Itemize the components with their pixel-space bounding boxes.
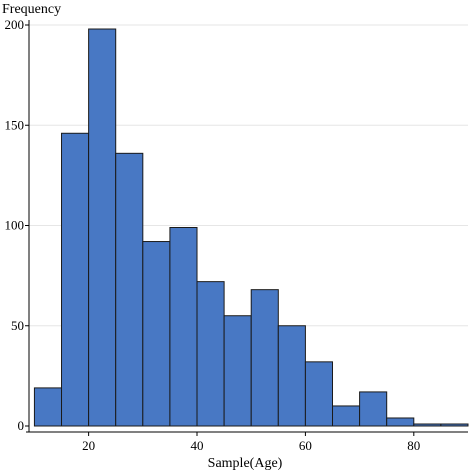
histogram-bar — [359, 391, 388, 427]
y-axis-label: Frequency — [2, 2, 61, 17]
bars — [33, 28, 469, 427]
x-tick-label: 80 — [407, 438, 420, 453]
y-tick-label: 0 — [18, 418, 25, 433]
histogram-bar — [88, 28, 117, 427]
histogram-bar — [223, 315, 252, 427]
histogram-bar — [61, 132, 90, 427]
histogram-bar — [277, 325, 306, 427]
y-tick-label: 100 — [5, 218, 25, 233]
histogram-bar — [413, 423, 442, 427]
histogram-bar — [304, 361, 334, 427]
x-tick-label: 20 — [82, 438, 95, 453]
x-tick-label: 60 — [299, 438, 312, 453]
histogram-bar — [196, 281, 225, 427]
histogram-bar — [169, 227, 198, 427]
histogram-bar — [115, 152, 144, 427]
x-ticks: 20 40 60 80 — [82, 432, 420, 453]
y-tick-label: 50 — [11, 318, 24, 333]
histogram-bar — [440, 423, 469, 427]
y-tick-label: 200 — [5, 17, 25, 32]
y-ticks: 0 50 100 150 200 — [5, 17, 29, 433]
histogram-bar — [332, 405, 361, 427]
x-axis-label: Sample(Age) — [208, 456, 283, 471]
y-tick-label: 150 — [5, 117, 25, 132]
histogram-bar — [142, 241, 171, 427]
x-tick-label: 40 — [191, 438, 204, 453]
histogram-bar — [250, 289, 279, 427]
histogram-bar — [386, 417, 415, 427]
histogram-bar — [33, 387, 63, 427]
